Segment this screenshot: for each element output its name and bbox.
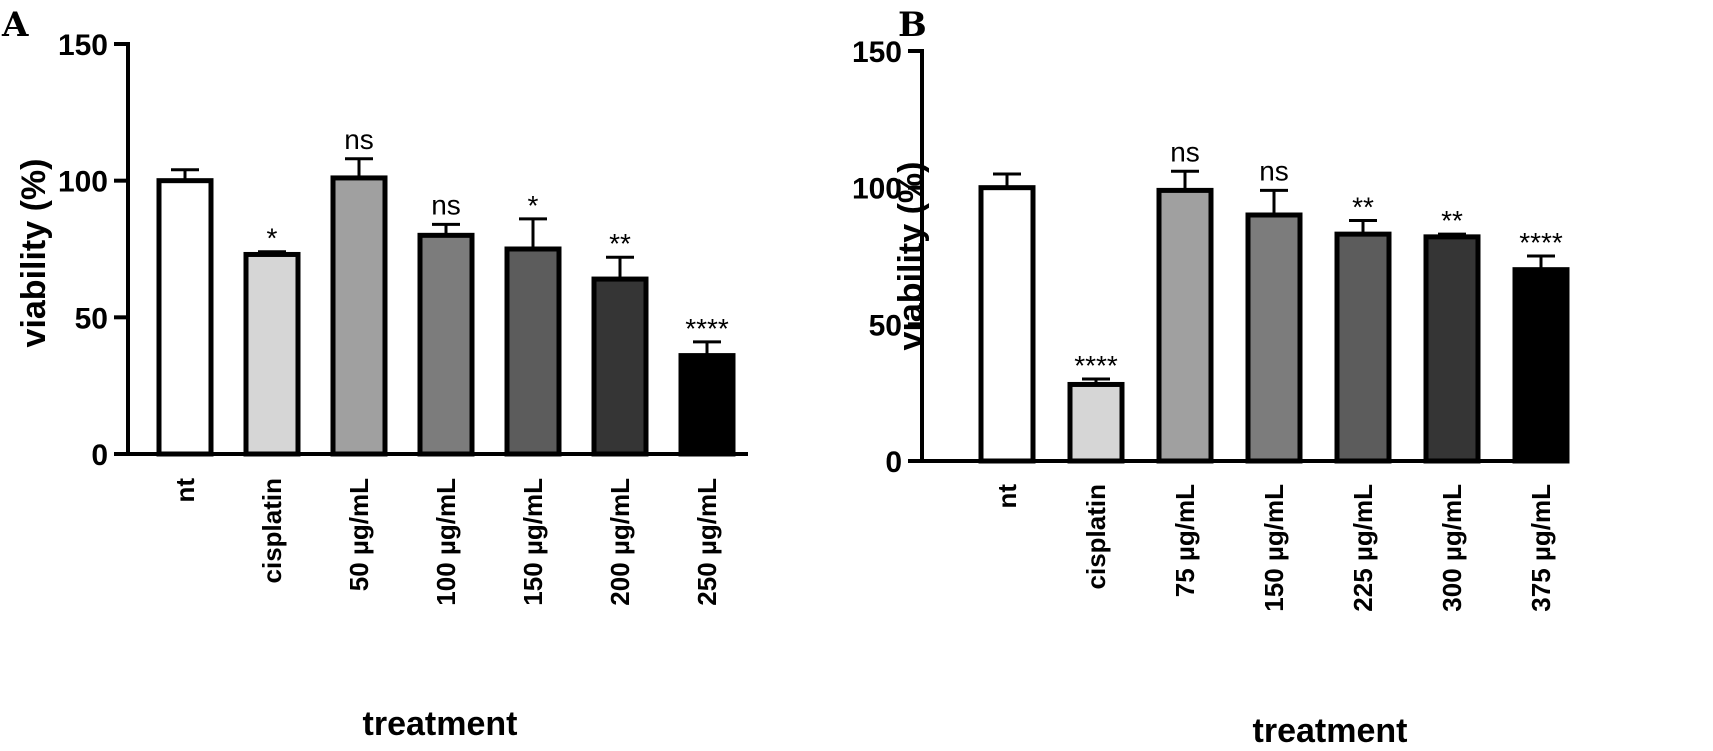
- panel-b-letter: B: [898, 5, 927, 45]
- panel-b-y-tick-label: 100: [852, 173, 902, 206]
- panel-b-category-label: 225 µg/mL: [1348, 484, 1378, 612]
- panel-a-significance-label: ns: [344, 124, 374, 155]
- panel-a-y-tick-label: 150: [58, 29, 108, 62]
- panel-b-bar: [1245, 212, 1303, 464]
- panel-a-bar: [678, 353, 736, 457]
- panel-b-significance-label: ns: [1259, 155, 1289, 186]
- panel-b-category-label: 375 µg/mL: [1526, 484, 1556, 612]
- panel-a-bar: [591, 276, 649, 457]
- panel-a-y-tick-label: 50: [75, 302, 108, 335]
- panel-b-significance-label: ns: [1170, 136, 1200, 167]
- panel-b-y-tick-label: 50: [869, 309, 902, 342]
- panel-b-significance-label: **: [1441, 205, 1463, 236]
- panel-a-bar: [330, 175, 388, 457]
- panel-b-bar: [1423, 234, 1481, 464]
- panel-a-significance-label: *: [528, 190, 539, 221]
- panel-b-category-label: 75 µg/mL: [1170, 484, 1200, 597]
- panel-a-letter: A: [1, 5, 29, 45]
- panel-b-category-label: 300 µg/mL: [1437, 484, 1467, 612]
- panel-a-category-label: 200 µg/mL: [605, 478, 635, 606]
- panel-b-bar: [1334, 231, 1392, 464]
- panel-b-bar: [1067, 381, 1125, 464]
- panel-a-x-axis-title: treatment: [363, 705, 518, 743]
- panel-a-y-axis-title: viability (%): [15, 159, 53, 348]
- panel-a-y-tick-label: 100: [58, 166, 108, 199]
- panel-b-bar: [1156, 187, 1214, 464]
- panel-b-category-label: nt: [992, 484, 1022, 509]
- panel-a-category-label: cisplatin: [257, 478, 287, 583]
- panel-a-category-label: 150 µg/mL: [518, 478, 548, 606]
- panel-b-significance-label: ****: [1519, 227, 1563, 258]
- panel-a-bar: [417, 232, 475, 457]
- panel-b-bar: [1512, 267, 1570, 464]
- panel-a-significance-label: ns: [431, 189, 461, 220]
- panel-a-y-tick-label: 0: [91, 439, 108, 472]
- panel-b-y-tick-label: 0: [885, 446, 902, 479]
- panel-a-bar: [243, 251, 301, 457]
- panel-b-chart: B viability (%) treatment 050100150nt***…: [852, 5, 1570, 750]
- panel-b-bar: [978, 185, 1036, 464]
- panel-a-category-label: 100 µg/mL: [431, 478, 461, 606]
- panel-b-category-label: 150 µg/mL: [1259, 484, 1289, 612]
- panel-b-significance-label: **: [1352, 191, 1374, 222]
- panel-a-significance-label: ****: [685, 313, 729, 344]
- panel-b-significance-label: ****: [1074, 350, 1118, 381]
- panel-a-category-label: 250 µg/mL: [692, 478, 722, 606]
- panel-a-chart: A viability (%) treatment 0 50 100 150 nt * ci…: [1, 5, 748, 743]
- panel-a-bar: [156, 178, 214, 457]
- panel-a-significance-label: **: [609, 228, 631, 259]
- panel-b-category-label: cisplatin: [1081, 484, 1111, 589]
- panel-a-category-label: 50 µg/mL: [344, 478, 374, 591]
- panel-a-category-label: nt: [170, 478, 200, 503]
- panel-b-y-tick-label: 150: [852, 36, 902, 69]
- panel-b-x-axis-title: treatment: [1253, 712, 1408, 750]
- panel-a-bar: [504, 246, 562, 457]
- panel-a-significance-label: *: [267, 223, 278, 254]
